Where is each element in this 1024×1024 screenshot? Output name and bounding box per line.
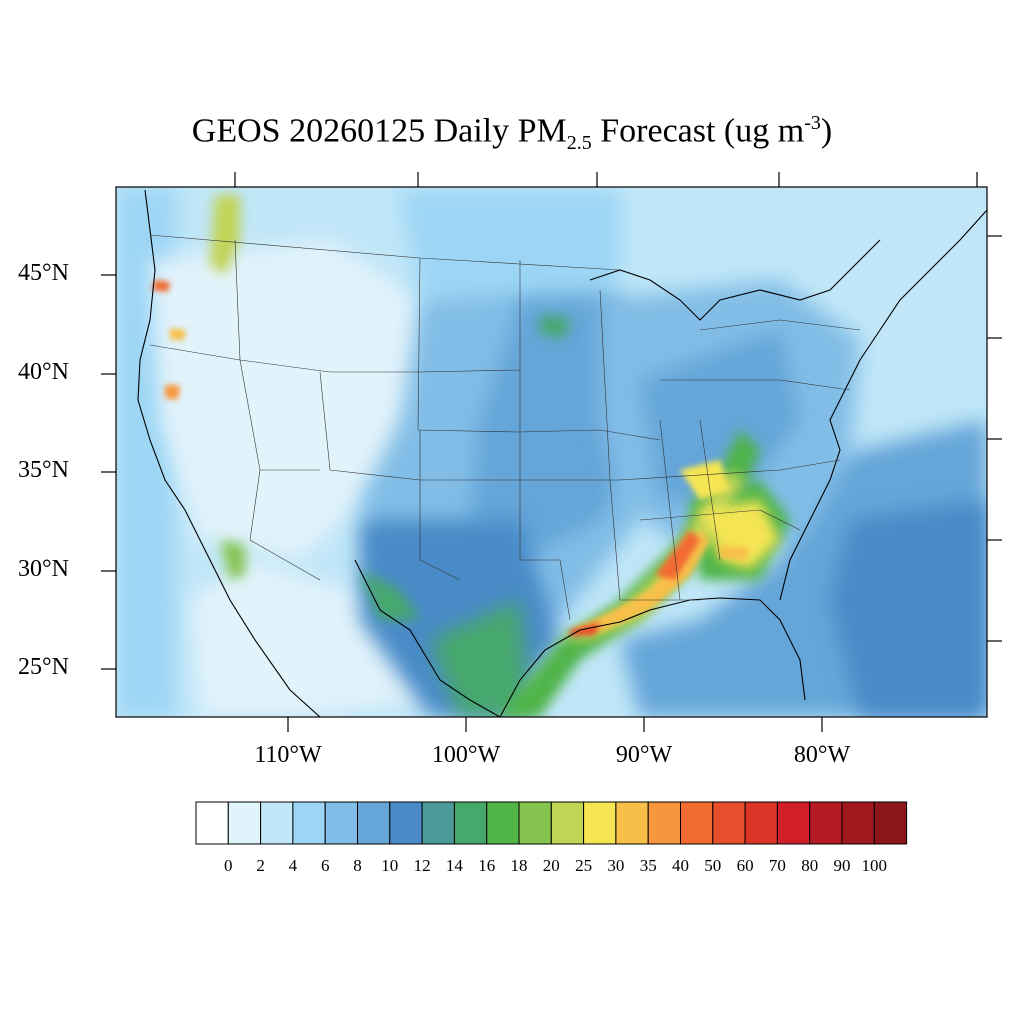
colorbar-swatch-21 [873, 801, 908, 845]
colorbar-label-14: 40 [672, 856, 689, 875]
colorbar-swatch-1 [227, 801, 262, 845]
map-frame [115, 186, 988, 718]
colorbar-label-9: 18 [510, 856, 528, 875]
concentration-field [116, 187, 987, 717]
colorbar-swatch-20 [841, 801, 875, 845]
right-ticks [987, 235, 1002, 642]
colorbar-swatch-15 [680, 801, 714, 845]
colorbar-label-10: 20 [542, 856, 560, 875]
lat-label-40: 40°N [18, 359, 69, 385]
colorbar-label-7: 14 [445, 856, 463, 875]
colorbar-label-5: 10 [381, 856, 399, 875]
colorbar-swatch-4 [324, 801, 359, 845]
colorbar-swatch-3 [292, 801, 326, 845]
colorbar-label-19: 90 [833, 856, 851, 875]
colorbar-label-6: 12 [413, 856, 431, 875]
colorbar-swatch-13 [615, 801, 649, 845]
lon-label-110w: 110°W [254, 742, 322, 768]
colorbar-label-15: 50 [704, 856, 722, 875]
coastlines [137, 189, 987, 717]
colorbar-label-8: 16 [478, 856, 496, 875]
colorbar-label-18: 80 [801, 856, 819, 875]
colorbar-label-11: 25 [575, 856, 593, 875]
left-ticks [101, 274, 116, 670]
map-title: GEOS 20260125 Daily PM2.5 Forecast (ug m… [191, 112, 833, 155]
colorbar-swatch-8 [453, 801, 488, 845]
colorbar-label-17: 70 [768, 856, 786, 875]
colorbar-label-16: 60 [736, 856, 754, 875]
colorbar [195, 801, 908, 845]
colorbar-swatch-19 [809, 801, 843, 845]
state-borders [149, 234, 861, 621]
lat-label-35: 35°N [18, 457, 69, 483]
lon-label-90w: 90°W [615, 742, 673, 768]
lat-label-30: 30°N [18, 556, 69, 582]
colorbar-swatch-6 [389, 801, 423, 845]
lat-label-25: 25°N [18, 654, 69, 680]
colorbar-swatch-0 [195, 801, 229, 845]
colorbar-swatch-2 [260, 801, 294, 845]
colorbar-label-4: 8 [353, 856, 362, 875]
lon-label-100w: 100°W [431, 742, 501, 768]
colorbar-label-0: 0 [224, 856, 233, 875]
colorbar-swatch-7 [421, 801, 455, 845]
colorbar-swatch-12 [583, 801, 617, 845]
colorbar-label-12: 30 [607, 856, 625, 875]
colorbar-label-1: 2 [256, 856, 265, 875]
colorbar-swatch-9 [486, 801, 520, 845]
top-ticks [234, 172, 978, 187]
colorbar-swatch-14 [647, 801, 682, 845]
lon-label-80w: 80°W [793, 742, 851, 768]
colorbar-label-20: 100 [861, 856, 888, 875]
colorbar-swatch-18 [776, 801, 811, 845]
colorbar-label-13: 35 [639, 856, 657, 875]
colorbar-swatch-10 [518, 801, 552, 845]
colorbar-swatch-5 [357, 801, 391, 845]
colorbar-label-3: 6 [320, 856, 330, 875]
colorbar-swatch-16 [712, 801, 746, 845]
bottom-ticks [287, 717, 823, 732]
colorbar-swatch-11 [550, 801, 585, 845]
lat-label-45: 45°N [18, 260, 69, 286]
colorbar-swatch-17 [744, 801, 778, 845]
colorbar-label-2: 4 [288, 856, 298, 875]
